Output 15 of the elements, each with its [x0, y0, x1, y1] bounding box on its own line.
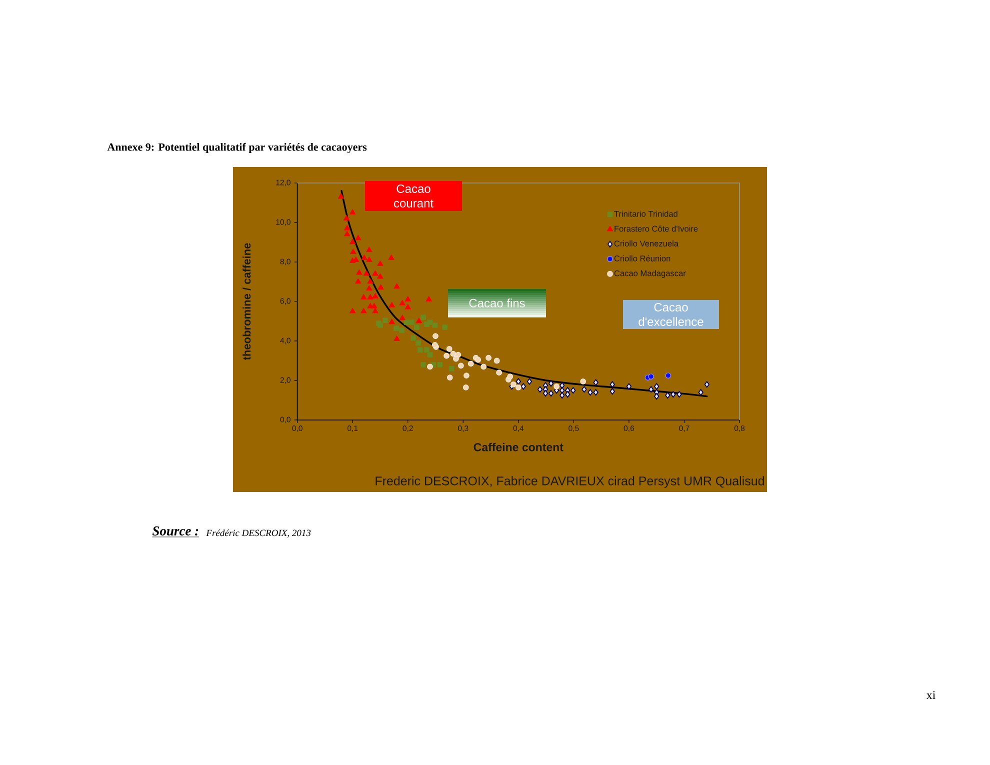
legend-label: Cacao Madagascar	[614, 270, 686, 278]
text: xi	[926, 691, 936, 699]
source-note: Source :	[152, 526, 198, 536]
legend-label: Trinitario Trinidad	[614, 210, 678, 217]
legend-label: Forastero Côte d'Ivoire	[614, 226, 698, 232]
legend-label: Criollo Venezuela	[614, 240, 679, 246]
text: Frédéric DESCROIX, 2013	[206, 529, 311, 538]
annotation: Cacao fins	[469, 298, 525, 308]
x-axis-title: Caffeine content	[474, 442, 564, 452]
chart-title: Annexe 9: Potentiel qualitatif par variétés de cacaoyers	[107, 142, 367, 154]
legend-label: Criollo Réunion	[614, 255, 670, 262]
annotation: Cacao courant	[394, 184, 434, 208]
text: Frederic DESCROIX, Fabrice DAVRIEUX cirad Persyst UMR Qualisud	[376, 476, 764, 488]
annotation: Cacao d'excellence	[638, 302, 704, 326]
y-axis-title: theobromine / caffeine	[242, 243, 251, 360]
